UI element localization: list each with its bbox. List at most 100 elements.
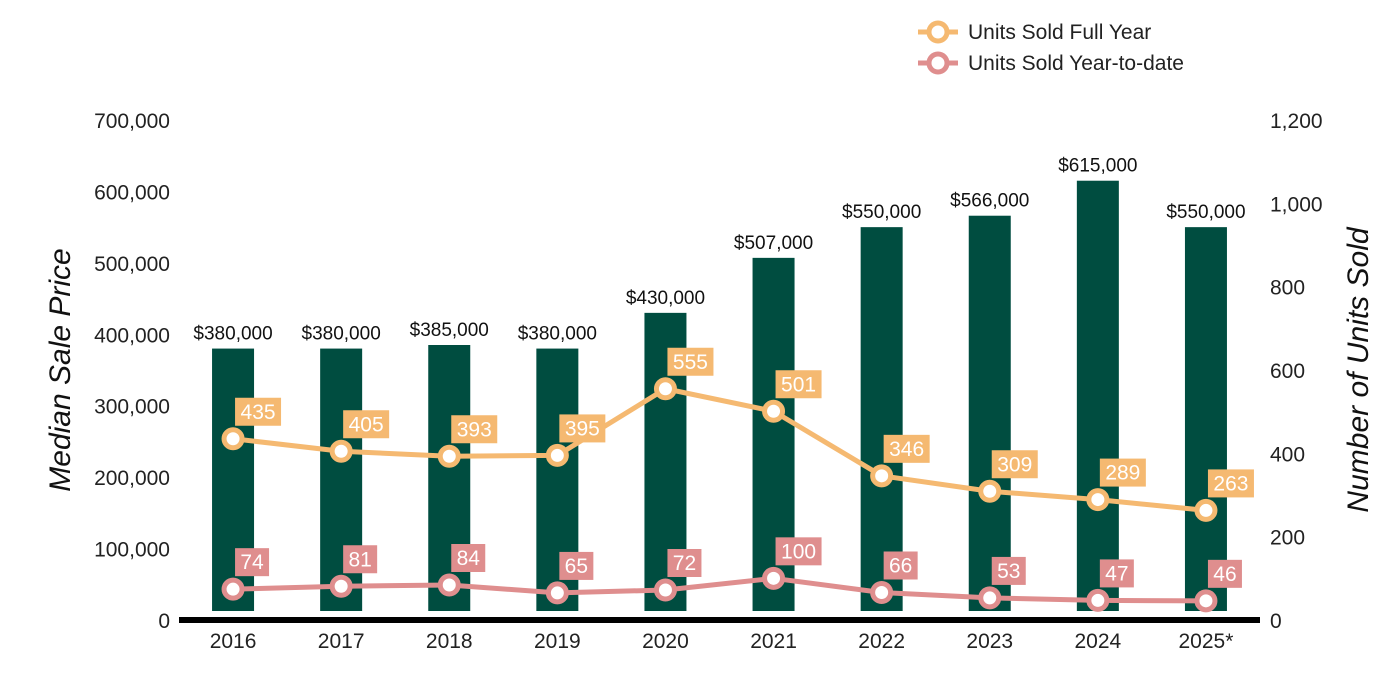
- series-point: [329, 574, 353, 598]
- right-tick-label: 1,000: [1270, 193, 1323, 216]
- x-tick-label: 2020: [642, 630, 689, 653]
- x-tick-label: 2021: [750, 630, 797, 653]
- data-label: 100: [781, 540, 816, 563]
- data-label: 393: [457, 418, 492, 441]
- data-label-box: [1099, 559, 1134, 588]
- x-tick-label: 2019: [534, 630, 581, 653]
- left-tick-label: 0: [158, 610, 170, 633]
- data-label-box: [343, 410, 390, 439]
- data-label-box: [451, 415, 498, 444]
- left-tick-label: 600,000: [94, 181, 170, 204]
- data-label: 395: [565, 417, 600, 440]
- bar-value-label: $380,000: [302, 324, 381, 345]
- data-label: 501: [781, 373, 816, 396]
- left-tick-label: 700,000: [94, 110, 170, 133]
- data-label: 84: [457, 547, 481, 570]
- data-label: 435: [241, 401, 276, 424]
- series-point: [221, 427, 245, 451]
- data-label: 309: [997, 453, 1032, 476]
- series-point: [1086, 488, 1110, 512]
- right-tick-label: 800: [1270, 277, 1305, 300]
- data-label: 74: [240, 551, 264, 574]
- data-label-box: [235, 548, 270, 577]
- left-tick-label: 100,000: [94, 539, 170, 562]
- left-axis-ticks: 0 100,000 200,000 300,000 400,000 500,000 600,…: [94, 110, 170, 633]
- series-point: [329, 439, 353, 463]
- legend-item-ytd: Units Sold Year-to-date: [918, 51, 1184, 75]
- bar-value-label: $380,000: [518, 324, 597, 345]
- bar-value-label: $380,000: [193, 324, 272, 345]
- bar-value-label: $507,000: [734, 233, 813, 254]
- legend: Units Sold Full Year Units Sold Year-to-…: [918, 20, 1184, 75]
- data-label-box: [235, 397, 282, 426]
- series-point: [653, 377, 677, 401]
- bar: [860, 227, 903, 611]
- bar-value-label: $550,000: [842, 202, 921, 223]
- data-label: 289: [1105, 462, 1140, 485]
- series-full-year: 435 405 393 395 555 501 346 309 289 263: [221, 347, 1254, 522]
- bar-value-label: $550,000: [1166, 202, 1245, 223]
- data-label-box: [883, 551, 918, 580]
- right-tick-label: 400: [1270, 443, 1305, 466]
- series-point: [1194, 589, 1218, 613]
- data-label: 66: [889, 555, 912, 578]
- x-tick-label: 2017: [318, 630, 365, 653]
- right-tick-label: 600: [1270, 360, 1305, 383]
- y-axis-title-right: Number of Units Sold: [1342, 226, 1375, 512]
- data-label: 346: [889, 438, 924, 461]
- legend-item-full-year: Units Sold Full Year: [918, 20, 1151, 44]
- data-label-box: [343, 545, 378, 574]
- left-tick-label: 500,000: [94, 253, 170, 276]
- data-label: 47: [1105, 562, 1128, 585]
- legend-label-full-year: Units Sold Full Year: [968, 21, 1151, 44]
- data-label-box: [1099, 458, 1146, 487]
- series-year-to-date: 74 81 84 65 72 100 66 53 47 46: [221, 537, 1242, 613]
- bar-value-label: $430,000: [626, 288, 705, 309]
- data-label-box: [775, 370, 822, 399]
- right-axis-ticks: 0 200 400 600 800 1,000 1,200: [1270, 110, 1323, 633]
- data-label: 72: [673, 552, 696, 575]
- data-label: 81: [348, 548, 371, 571]
- x-tick-label: 2016: [210, 630, 257, 653]
- data-label: 263: [1213, 472, 1248, 495]
- data-label-box: [559, 414, 606, 443]
- bar-value-label: $385,000: [410, 320, 489, 341]
- series-point: [978, 586, 1002, 610]
- legend-marker-ytd: [926, 51, 950, 75]
- data-label-box: [883, 434, 930, 463]
- series-point: [653, 578, 677, 602]
- right-tick-label: 1,200: [1270, 110, 1323, 133]
- data-label: 405: [349, 413, 384, 436]
- legend-marker-full-year: [926, 20, 950, 44]
- x-tick-label: 2022: [858, 630, 905, 653]
- data-label-box: [991, 556, 1026, 585]
- series-line: [230, 386, 1209, 513]
- series-line: [230, 575, 1209, 604]
- series-point: [221, 577, 245, 601]
- bar-series: $380,000 $380,000 $385,000 $380,000 $430,000…: [193, 156, 1246, 611]
- data-label: 65: [565, 555, 588, 578]
- series-point: [437, 573, 461, 597]
- legend-label-ytd: Units Sold Year-to-date: [968, 52, 1184, 75]
- bar: [1184, 227, 1227, 611]
- x-axis-ticks: 2016 2017 2018 2019 2020 2021 2022 2023 2024 2025…: [210, 630, 1234, 653]
- series-point: [437, 444, 461, 468]
- series-point: [762, 566, 786, 590]
- bar-value-label: $615,000: [1058, 156, 1137, 177]
- bar: [1076, 180, 1119, 611]
- series-point: [1194, 498, 1218, 522]
- data-label-box: [1207, 559, 1242, 588]
- left-tick-label: 200,000: [94, 467, 170, 490]
- series-point: [978, 479, 1002, 503]
- data-label-box: [667, 549, 702, 577]
- data-label-box: [559, 551, 594, 580]
- data-label: 46: [1213, 563, 1236, 586]
- data-label-box: [667, 347, 714, 376]
- bar: [968, 215, 1011, 611]
- series-point: [545, 581, 569, 605]
- data-label-box: [775, 537, 822, 566]
- data-label-box: [451, 544, 486, 572]
- series-point: [762, 399, 786, 423]
- bar-value-label: $566,000: [950, 191, 1029, 212]
